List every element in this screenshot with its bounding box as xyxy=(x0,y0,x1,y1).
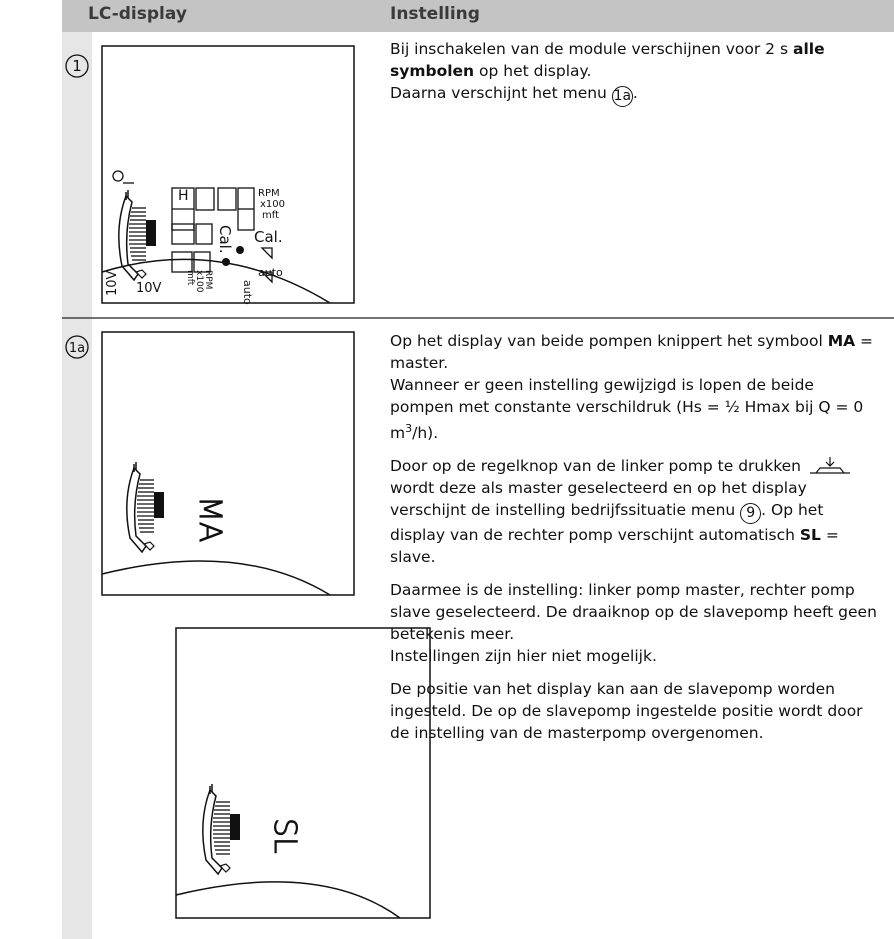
lcd-label: RPM xyxy=(258,188,280,199)
lcd-label: MA xyxy=(192,496,227,542)
text-line: Wanneer er geen instelling gewijzigd is … xyxy=(390,374,882,444)
lcd-label: 10V xyxy=(105,270,120,296)
lcd-display: SL xyxy=(175,627,431,919)
paragraph: Op het display van beide pompen knippert… xyxy=(390,330,882,444)
lcd-label: mft xyxy=(185,270,195,286)
lcd-label: SL xyxy=(267,818,302,854)
lcd-label: 10V xyxy=(136,281,162,296)
menu-ref: 9 xyxy=(740,503,762,525)
text-segment: SL xyxy=(799,526,821,545)
text-line: Daarna verschijnt het menu 1a. xyxy=(390,82,882,107)
text-segment: . xyxy=(632,84,638,102)
row-marker-circle xyxy=(65,54,89,78)
text-line: Instellingen zijn hier niet mogelijk. xyxy=(390,645,882,667)
text-segment: Bij inschakelen van de module verschijne… xyxy=(390,40,793,58)
text-segment: wordt deze als master geselecteerd en op… xyxy=(390,479,807,520)
paragraph: De positie van het display kan aan de sl… xyxy=(390,678,882,744)
lcd-label: RPM xyxy=(203,270,213,289)
press-icon xyxy=(809,457,850,474)
text-segment: Door op de regelknop van de linker pomp … xyxy=(390,457,806,476)
paragraph: Daarmee is de instelling: linker pomp ma… xyxy=(390,579,882,667)
text-segment: 3 xyxy=(405,422,413,435)
lcd-label: mft xyxy=(262,210,279,221)
header-cell: LC-display xyxy=(88,4,187,24)
text-segment: De positie van het display kan aan de sl… xyxy=(390,680,863,743)
text-segment: . Op het display van de rechter pomp ver… xyxy=(390,501,824,545)
text-segment: alle symbolen xyxy=(390,40,825,80)
text-segment: = slave. xyxy=(390,526,839,567)
lcd-label: Cal. xyxy=(216,225,234,254)
lcd-label: x100 xyxy=(194,270,204,293)
gutter xyxy=(62,32,92,939)
text-line: Daarmee is de instelling: linker pomp ma… xyxy=(390,579,882,645)
text-line: Op het display van beide pompen knippert… xyxy=(390,330,882,374)
text-segment: Daarmee is de instelling: linker pomp ma… xyxy=(390,581,877,644)
lcd-display: MA xyxy=(101,331,355,596)
row-marker: 1 xyxy=(72,57,82,75)
text-line: Bij inschakelen van de module verschijne… xyxy=(390,38,882,82)
text-segment: op het display. xyxy=(474,62,592,80)
text-segment: Instellingen zijn hier niet mogelijk. xyxy=(390,647,657,666)
text-line: Door op de regelknop van de linker pomp … xyxy=(390,455,882,568)
menu-ref: 1a xyxy=(611,86,633,107)
lcd-label: H xyxy=(178,188,189,204)
text-segment: = master. xyxy=(390,332,874,372)
row-text: Op het display van beide pompen knippert… xyxy=(390,330,882,755)
header-band xyxy=(62,0,894,32)
paragraph: Bij inschakelen van de module verschijne… xyxy=(390,38,882,107)
lcd-label: auto xyxy=(258,266,283,279)
lcd-display: H RPM x100 mft Cal. Cal. auto auto 10V 1… xyxy=(101,45,355,305)
text-line: De positie van het display kan aan de sl… xyxy=(390,678,882,744)
text-segment: Wanneer er geen instelling gewijzigd is … xyxy=(390,376,864,443)
paragraph: Door op de regelknop van de linker pomp … xyxy=(390,455,882,568)
row-marker-circle xyxy=(65,335,89,359)
lcd-label: Cal. xyxy=(254,228,283,246)
lcd-label: auto xyxy=(241,280,254,305)
text-segment: /h). xyxy=(412,424,439,443)
text-segment: MA xyxy=(827,332,856,350)
row-text: Bij inschakelen van de module verschijne… xyxy=(390,38,882,118)
header-cell: Instelling xyxy=(390,4,480,24)
text-segment: Op het display van beide pompen knippert… xyxy=(390,332,828,350)
lcd-label: x100 xyxy=(260,199,285,210)
row-marker: 1a xyxy=(69,341,85,356)
text-segment: Daarna verschijnt het menu xyxy=(390,84,612,102)
